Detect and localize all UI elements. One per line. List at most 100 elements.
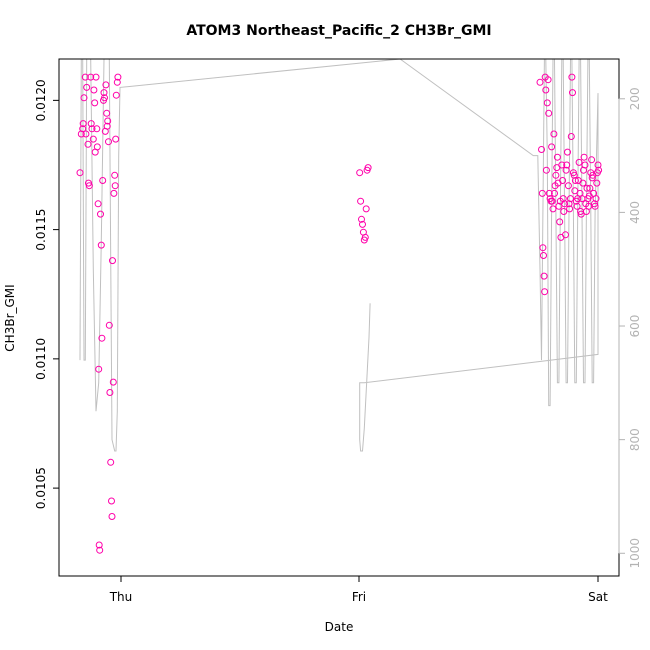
- data-point: [108, 497, 115, 505]
- data-point: [90, 86, 98, 94]
- data-point: [98, 334, 106, 342]
- data-point: [541, 288, 549, 296]
- data-point: [111, 182, 119, 190]
- data-point: [101, 94, 108, 102]
- data-point: [364, 164, 372, 172]
- data-point: [112, 91, 120, 99]
- data-point: [85, 182, 93, 190]
- chart-title: ATOM3 Northeast_Pacific_2 CH3Br_GMI: [186, 23, 491, 39]
- data-point: [566, 205, 574, 213]
- data-point: [542, 86, 550, 94]
- data-point: [559, 177, 567, 184]
- data-point: [544, 76, 552, 84]
- data-point: [550, 130, 558, 138]
- data-point: [588, 156, 596, 164]
- x-tick-label: Thu: [109, 590, 133, 604]
- data-point: [593, 179, 601, 187]
- data-point: [87, 73, 95, 81]
- data-point: [108, 513, 116, 520]
- data-point: [107, 458, 115, 466]
- data-point: [113, 78, 121, 86]
- data-point: [549, 205, 557, 213]
- data-point: [545, 109, 553, 117]
- data-point: [591, 202, 599, 210]
- data-point: [551, 189, 558, 197]
- data-point: [571, 177, 579, 184]
- data-point: [95, 541, 103, 549]
- y2-tick-label: 200: [628, 87, 642, 110]
- data-point: [80, 94, 88, 102]
- y2-tick-label: 400: [628, 201, 642, 224]
- data-point: [106, 389, 114, 396]
- data-point: [542, 166, 550, 174]
- data-point: [93, 143, 101, 151]
- data-point: [588, 174, 596, 182]
- data-point: [82, 130, 90, 138]
- data-point: [88, 125, 96, 133]
- data-point: [114, 73, 122, 81]
- data-point: [356, 169, 364, 177]
- data-point: [79, 120, 87, 128]
- data-point: [95, 365, 103, 373]
- data-point: [83, 83, 91, 91]
- data-point: [548, 143, 556, 151]
- data-point: [553, 153, 561, 161]
- y2-tick-label: 800: [628, 428, 642, 451]
- data-point: [112, 135, 120, 143]
- data-point: [105, 138, 112, 146]
- data-point: [575, 158, 583, 166]
- data-point: [548, 197, 556, 205]
- data-point: [104, 117, 112, 125]
- data-point: [570, 171, 578, 179]
- y-tick-label: 0.0110: [34, 338, 48, 380]
- data-point: [97, 241, 105, 249]
- data-point: [361, 233, 369, 241]
- data-point: [580, 153, 588, 161]
- data-point: [592, 195, 600, 203]
- data-point: [99, 177, 107, 184]
- y2-tick-label: 1000: [628, 538, 642, 569]
- data-point: [560, 208, 568, 215]
- data-point: [93, 125, 101, 133]
- data-point: [77, 130, 85, 138]
- data-point: [540, 272, 548, 280]
- data-point: [76, 169, 84, 177]
- data-point: [539, 244, 547, 252]
- data-point: [538, 146, 545, 153]
- data-point: [595, 166, 603, 174]
- data-point: [103, 109, 111, 117]
- data-point: [109, 378, 117, 386]
- data-point: [94, 200, 102, 208]
- data-point: [569, 89, 576, 97]
- x-tick-label: Fri: [352, 590, 366, 604]
- data-point: [555, 202, 563, 210]
- data-point: [563, 161, 571, 169]
- data-point: [545, 189, 553, 197]
- data-point: [540, 252, 547, 259]
- data-point: [579, 179, 587, 187]
- data-point: [103, 122, 111, 130]
- data-point: [84, 140, 92, 148]
- data-point: [358, 215, 365, 223]
- data-point: [538, 189, 546, 197]
- data-point: [543, 99, 551, 107]
- data-point: [79, 125, 87, 133]
- data-point: [91, 99, 99, 107]
- y-tick-label: 0.0105: [34, 467, 48, 509]
- x-tick-label: Sat: [588, 590, 608, 604]
- y-axis: 0.0105 0.0110 0.0115 0.0120: [34, 79, 60, 509]
- data-point: [92, 73, 100, 81]
- data-point: [567, 133, 575, 140]
- x-axis: Thu Fri Sat: [109, 575, 608, 604]
- data-point: [564, 148, 571, 156]
- data-point: [100, 89, 108, 97]
- data-point: [559, 195, 567, 203]
- data-point: [111, 171, 119, 179]
- data-point: [357, 197, 365, 205]
- y2-tick-label: 600: [628, 315, 642, 338]
- data-point: [105, 321, 113, 329]
- data-point: [581, 161, 589, 169]
- data-point: [110, 189, 118, 197]
- data-point: [562, 231, 569, 239]
